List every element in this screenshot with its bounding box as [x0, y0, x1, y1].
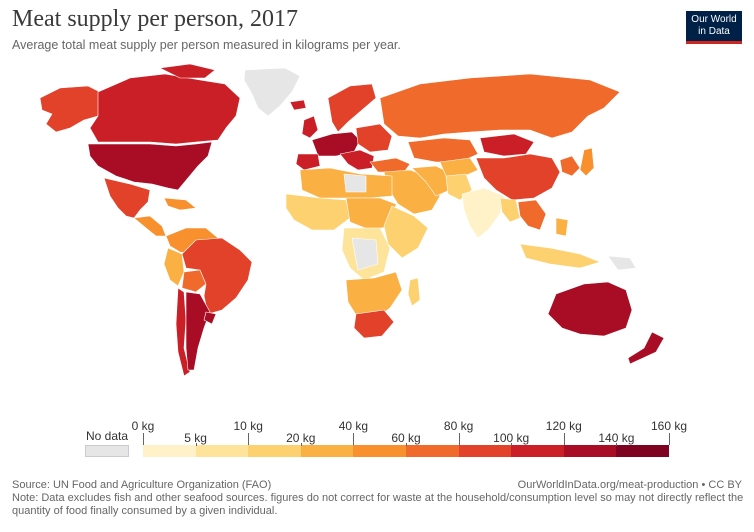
region-canada — [89, 73, 241, 145]
region-iceland — [289, 99, 307, 111]
region-chile — [175, 287, 191, 377]
region-southeast-asia — [517, 199, 547, 231]
legend-bin[interactable] — [563, 445, 617, 457]
legend-tick — [458, 433, 460, 445]
legend-tick-label: 10 kg — [233, 419, 263, 433]
legend-tick-label: 120 kg — [545, 419, 582, 433]
legend-tick-label: 60 kg — [391, 431, 421, 445]
region-uruguay — [203, 311, 217, 325]
legend-bin[interactable] — [458, 445, 512, 457]
no-data-label: No data — [86, 429, 129, 443]
legend-tick — [563, 433, 565, 445]
region-libya-gap — [343, 173, 367, 193]
legend-tick — [616, 443, 618, 446]
region-uk — [301, 115, 319, 139]
legend-bin[interactable] — [248, 445, 302, 457]
legend-tick — [353, 433, 355, 445]
legend: No data 0 kg 10 kg 40 kg 80 kg 120 kg 160 kg 5… — [0, 410, 754, 460]
legend-tick — [300, 443, 302, 446]
chart-title: Meat supply per person, 2017 — [12, 6, 298, 32]
world-map[interactable] — [0, 58, 754, 403]
legend-tick-label: 140 kg — [598, 431, 635, 445]
legend-tick — [669, 433, 670, 445]
region-new-zealand — [627, 331, 665, 365]
region-india — [461, 187, 505, 239]
region-korea-japan — [559, 155, 581, 177]
legend-tick — [143, 433, 144, 445]
legend-bin[interactable] — [353, 445, 407, 457]
region-japan — [579, 147, 595, 177]
region-greenland — [243, 67, 301, 117]
region-philippines — [555, 217, 569, 237]
legend-tick-label: 5 kg — [184, 431, 207, 445]
region-scandinavia — [327, 83, 377, 133]
legend-bin[interactable] — [616, 445, 670, 457]
legend-tick — [248, 433, 250, 445]
legend-bin[interactable] — [143, 445, 197, 457]
region-turkey — [369, 157, 411, 173]
region-usa — [87, 141, 213, 191]
region-bangladesh-myanmar — [499, 197, 521, 223]
region-bolivia — [181, 269, 207, 293]
region-russia — [379, 73, 621, 139]
legend-tick-label: 160 kg — [650, 419, 688, 433]
region-peru-ecuador — [163, 247, 185, 287]
region-canada-islands — [159, 63, 216, 79]
region-west-africa — [285, 193, 351, 231]
no-data-swatch — [85, 445, 129, 457]
region-alaska — [39, 85, 101, 133]
region-eastern-europe — [355, 123, 393, 153]
legend-tick — [195, 443, 197, 446]
region-south-africa — [353, 309, 395, 339]
chart-subtitle: Average total meat supply per person mea… — [12, 38, 401, 52]
region-mexico — [103, 177, 151, 219]
region-papua — [607, 255, 637, 271]
region-central-america — [133, 215, 167, 237]
legend-bin[interactable] — [406, 445, 460, 457]
footer: Source: UN Food and Agriculture Organiza… — [12, 479, 746, 518]
note-text: Note: Data excludes fish and other seafo… — [12, 492, 744, 517]
region-mongolia — [479, 133, 535, 157]
region-central-asia — [439, 157, 479, 179]
logo-line-1: Our World — [691, 14, 737, 25]
source-text: Source: UN Food and Agriculture Organiza… — [12, 479, 272, 491]
region-malaysia-indonesia — [519, 243, 601, 269]
region-argentina — [185, 291, 211, 371]
legend-bin[interactable] — [300, 445, 354, 457]
legend-tick-label: 40 kg — [338, 419, 369, 433]
region-western-europe — [311, 131, 361, 157]
region-china — [475, 153, 561, 201]
legend-tick — [406, 443, 407, 446]
region-madagascar — [407, 277, 421, 307]
legend-tick-label: 0 kg — [131, 419, 155, 433]
owid-logo[interactable]: Our World in Data — [686, 11, 742, 44]
legend-tick — [511, 443, 513, 446]
legend-bin[interactable] — [511, 445, 565, 457]
region-italy-balkans — [339, 149, 375, 171]
legend-tick-label: 20 kg — [286, 431, 316, 445]
region-congo-gap — [351, 237, 379, 271]
region-brazil — [181, 237, 253, 315]
region-iberia — [295, 153, 321, 171]
logo-line-2: in Data — [698, 26, 730, 37]
legend-tick-label: 100 kg — [493, 431, 530, 445]
region-australia — [547, 281, 633, 337]
source-url-link[interactable]: OurWorldInData.org/meat-production • CC … — [517, 479, 742, 491]
region-southern-africa — [345, 271, 403, 321]
legend-tick-label: 80 kg — [443, 419, 474, 433]
region-east-africa — [383, 205, 429, 259]
region-caribbean — [163, 197, 197, 211]
logo-accent-bar — [686, 41, 742, 44]
legend-bin[interactable] — [195, 445, 249, 457]
